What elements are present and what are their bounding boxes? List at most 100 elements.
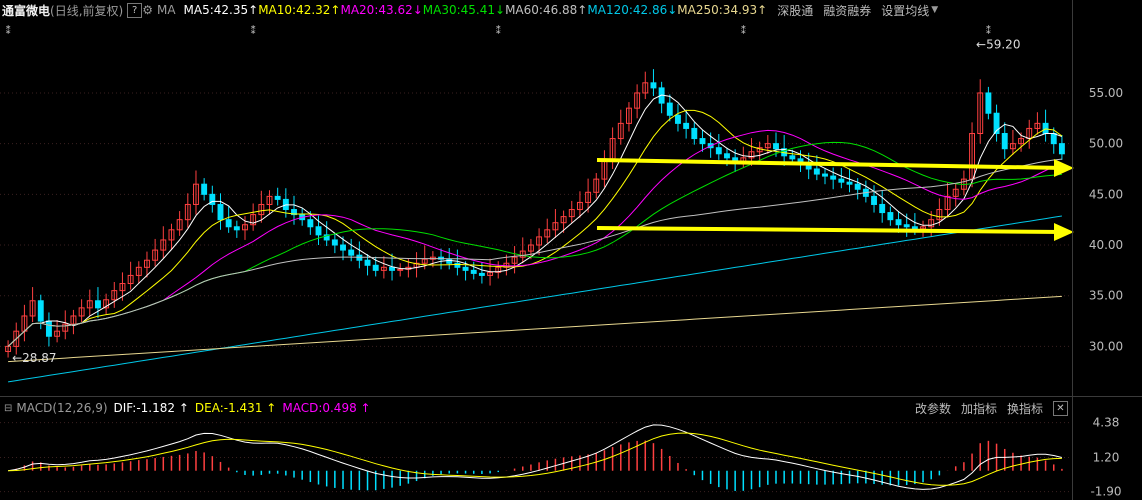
macd-dif-value: DIF:-1.182 ↑ — [114, 401, 189, 415]
top-tool-1[interactable]: 融资融券 — [823, 3, 872, 18]
event-marker: ⁑ — [741, 24, 746, 37]
event-marker: ⁑ — [6, 24, 11, 37]
candle-body — [789, 155, 796, 160]
candle-body — [1001, 133, 1008, 150]
ma-legend-2[interactable]: MA20:43.62↓ — [340, 3, 423, 17]
candle-body — [977, 92, 984, 135]
candle-body — [511, 256, 518, 264]
candle-body — [813, 168, 820, 175]
ma-line-60 — [7, 158, 1062, 347]
macd-tool-2[interactable]: 换指标 — [1006, 401, 1043, 416]
ma-line-5 — [7, 94, 1063, 347]
candle-body — [936, 209, 943, 221]
ma-legend-5[interactable]: MA120:42.86↓ — [587, 3, 678, 17]
macd-macd-text: MACD:0.498 — [282, 401, 357, 415]
candle-body — [560, 216, 567, 224]
candle-body — [903, 224, 910, 228]
candle-body — [879, 203, 886, 214]
candle-body — [62, 323, 69, 332]
price-axis-divider — [1072, 0, 1073, 500]
candle-body — [274, 195, 281, 200]
candle-body — [1050, 133, 1057, 145]
candle-body — [544, 229, 551, 238]
candle-body — [764, 143, 771, 149]
candle-body — [593, 178, 600, 193]
candle-body — [1018, 138, 1025, 145]
ma-label: MA — [156, 3, 176, 17]
dropdown-arrow-icon[interactable]: ▼ — [931, 5, 939, 15]
candle-body — [634, 92, 641, 109]
top-info-bar: 通富微电 (日线,前复权) ? ⚙ MA MA5:42.35↑MA10:42.3… — [0, 0, 1072, 20]
ma-legend-4[interactable]: MA60:46.88↑ — [505, 3, 588, 17]
ma-line-120 — [8, 215, 1062, 383]
ma-line-250 — [8, 295, 1062, 363]
candle-body — [666, 102, 673, 116]
price-tick-label: 35.00 — [1089, 289, 1123, 303]
gear-icon[interactable]: ⚙ — [142, 3, 153, 17]
candle-body — [519, 250, 526, 258]
candle-body — [78, 307, 85, 317]
candle-body — [552, 222, 559, 231]
candle-body — [225, 219, 232, 228]
candle-body — [895, 219, 902, 226]
macd-dea-value: DEA:-1.431 ↑ — [195, 401, 276, 415]
candle-body — [54, 330, 61, 337]
candle-body — [127, 274, 134, 285]
candle-body — [846, 181, 853, 185]
macd-tick-label: 1.20 — [1093, 451, 1120, 465]
candle-body — [193, 183, 199, 205]
candle-body — [258, 203, 265, 216]
candle-body — [372, 264, 379, 271]
candle-body — [144, 259, 150, 268]
candle-body — [585, 191, 592, 203]
candle-body — [1058, 143, 1065, 155]
candle-body — [617, 122, 624, 140]
candle-body — [993, 112, 1000, 135]
candle-body — [5, 345, 12, 352]
candle-body — [699, 138, 706, 145]
collapse-icon[interactable]: ⊟ — [4, 402, 13, 414]
macd-tool-0[interactable]: 改参数 — [914, 401, 951, 416]
candle-body — [650, 82, 657, 89]
macd-macd-arrow: ↑ — [360, 401, 371, 415]
macd-tick-label: 4.38 — [1093, 416, 1120, 430]
close-icon[interactable]: ✕ — [1053, 400, 1068, 416]
top-tools: 深股通 融资融券 设置均线 — [767, 2, 929, 19]
candle-body — [911, 226, 918, 230]
trend-arrow-upper-head — [1054, 159, 1074, 177]
price-tick-label: 50.00 — [1089, 137, 1123, 151]
candle-body — [724, 153, 730, 159]
candle-body — [209, 193, 216, 205]
candle-body — [217, 203, 224, 221]
candle-body — [103, 299, 110, 309]
ma-legend-3[interactable]: MA30:45.41↓ — [422, 3, 506, 17]
help-button[interactable]: ? — [127, 2, 143, 18]
candle-body — [37, 300, 44, 322]
candle-body — [568, 209, 575, 218]
top-tool-2[interactable]: 设置均线 — [881, 3, 930, 18]
candle-body — [86, 300, 93, 309]
candle-body — [887, 212, 894, 221]
candle-body — [176, 219, 183, 231]
candle-body — [527, 244, 534, 252]
macd-macd-value: MACD:0.498 ↑ — [282, 401, 370, 415]
ma-legend-6[interactable]: MA250:34.93↑ — [677, 3, 768, 17]
candle-body — [266, 195, 273, 205]
ma-legend-0[interactable]: MA5:42.35↑ — [183, 3, 259, 17]
stock-name[interactable]: 通富微电 — [2, 3, 51, 18]
macd-title[interactable]: MACD(12,26,9) — [16, 401, 108, 415]
macd-tool-1[interactable]: 加指标 — [960, 401, 997, 416]
macd-dea-text: DEA:-1.431 — [194, 401, 263, 415]
candle-body — [119, 283, 126, 292]
period-info: (日线,前复权) — [50, 3, 124, 18]
candle-body — [168, 229, 175, 241]
ma-legend-1[interactable]: MA10:42.32↑ — [258, 3, 341, 17]
candle-body — [1009, 143, 1016, 150]
macd-tick-label: -1.90 — [1090, 485, 1121, 499]
candle-body — [340, 244, 346, 251]
event-marker: ⁑ — [251, 24, 256, 37]
price-annotation: ←28.87 — [12, 351, 56, 365]
macd-tools: 改参数 加指标 换指标 — [905, 400, 1043, 417]
top-tool-0[interactable]: 深股通 — [777, 3, 814, 18]
